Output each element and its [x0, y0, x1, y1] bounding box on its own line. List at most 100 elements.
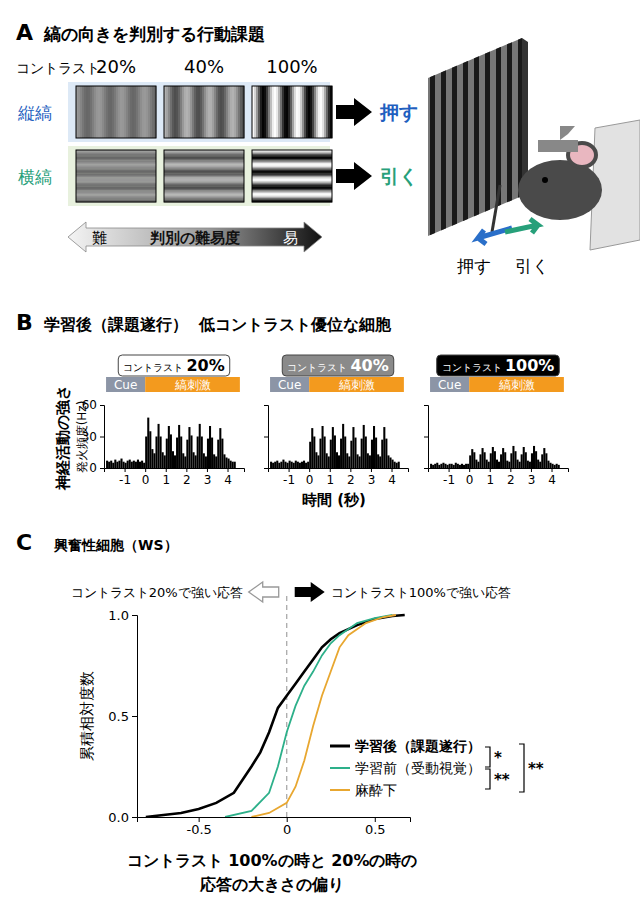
bar [112, 463, 114, 468]
bar [379, 456, 381, 468]
bar [114, 460, 116, 468]
bar [293, 463, 295, 468]
tick-mark [424, 437, 428, 438]
bar [207, 439, 209, 468]
bar [504, 452, 506, 468]
legend: 学習後（課題遂行）学習前（受動視覚）麻酔下 [330, 738, 481, 798]
bar [398, 462, 400, 468]
bar [215, 456, 217, 468]
histogram-chart: Cue縞刺激コントラスト 20%-10123403060 [82, 355, 245, 487]
bar [455, 463, 457, 468]
bar [176, 438, 178, 468]
tick-label: 0 [283, 822, 291, 837]
grating-stripe [192, 86, 194, 138]
significance-bracket [485, 769, 490, 789]
y-axis-title: 神経活動の強さ [54, 385, 72, 491]
bar [527, 461, 529, 468]
tick-label: 60 [82, 398, 97, 412]
bar [287, 463, 289, 468]
grating [252, 86, 332, 138]
grating-stripe [326, 86, 328, 138]
bar [108, 462, 110, 468]
tick: 4 [548, 468, 556, 487]
significance-label: ** [528, 760, 544, 778]
annotation-arrow [249, 582, 279, 602]
bar [430, 464, 432, 468]
bar [547, 461, 549, 468]
bar [377, 454, 379, 468]
bar [166, 439, 168, 468]
panel-label: A [16, 20, 33, 45]
bar [328, 456, 330, 468]
epoch-label: 縞刺激 [338, 378, 375, 392]
bar [543, 448, 545, 468]
tick-mark [228, 468, 229, 472]
tick-label: 3 [368, 473, 376, 487]
tick-mark [100, 437, 104, 438]
bar [225, 458, 227, 469]
bar [209, 426, 211, 468]
grating-stripe [144, 86, 146, 138]
panel-label: B [16, 310, 33, 335]
bar [500, 454, 502, 468]
grating-stripe [218, 86, 220, 138]
bar [449, 464, 451, 468]
bar [396, 463, 398, 468]
bar [340, 439, 342, 468]
action-label: 押す [379, 101, 418, 123]
grating-stripe [198, 86, 200, 138]
bar [486, 460, 488, 468]
bar [381, 440, 383, 468]
chart-title: 興奮性細胞（WS） [53, 537, 178, 553]
tick: 0 [283, 817, 291, 837]
screen-stripe [507, 30, 512, 250]
grating-stripe [140, 86, 142, 138]
grating-stripe [100, 86, 102, 138]
grating-stripe [122, 86, 124, 138]
tick-label: 0.5 [365, 822, 386, 837]
tick-mark [371, 468, 372, 472]
grating-stripe [212, 86, 214, 138]
y-axis-line [424, 406, 429, 469]
tick-label: 2 [347, 473, 355, 487]
bar [373, 426, 375, 468]
bar [106, 461, 108, 468]
tick-label: 0.0 [108, 810, 129, 825]
grating-stripe [114, 86, 116, 138]
tick: 2 [507, 468, 515, 487]
bar [521, 454, 523, 468]
bar [317, 455, 319, 468]
tick-mark [392, 468, 393, 472]
bar [116, 462, 118, 468]
bar [223, 454, 225, 468]
bar [203, 453, 205, 468]
grating-stripe [258, 86, 260, 138]
bar [158, 424, 160, 468]
panel-c: C興奮性細胞（WS）コントラスト20%で強い応答コントラスト100%で強い応答-… [16, 530, 544, 894]
bar [442, 463, 444, 468]
bar [348, 456, 350, 468]
bar [549, 463, 551, 468]
tick-label: 0 [306, 473, 314, 487]
bar [155, 437, 157, 469]
bar [170, 434, 172, 468]
bar [352, 427, 354, 468]
annotation: コントラスト20%で強い応答 [71, 585, 243, 600]
tick: 2 [183, 468, 191, 487]
bar [469, 455, 471, 468]
grating-stripe [238, 86, 240, 138]
bar [178, 425, 180, 468]
bar [149, 431, 151, 468]
grating-stripe [322, 86, 324, 138]
panel-a: A縞の向きを判別する行動課題コントラスト縦縞20%40%100%押す横縞引く難判… [16, 20, 640, 276]
tick-label: 30 [82, 430, 97, 444]
histogram-chart: Cue縞刺激コントラスト 40%-101234 [264, 355, 409, 487]
legend-swatch [330, 745, 350, 748]
grating-stripe [290, 86, 292, 138]
grating-stripe [276, 86, 278, 138]
tick-label: 1.0 [108, 608, 129, 623]
grating-stripe [324, 86, 326, 138]
bar [168, 426, 170, 468]
histogram-chart: Cue縞刺激コントラスト 100%-101234 [424, 355, 569, 487]
grating-stripe [240, 86, 242, 138]
